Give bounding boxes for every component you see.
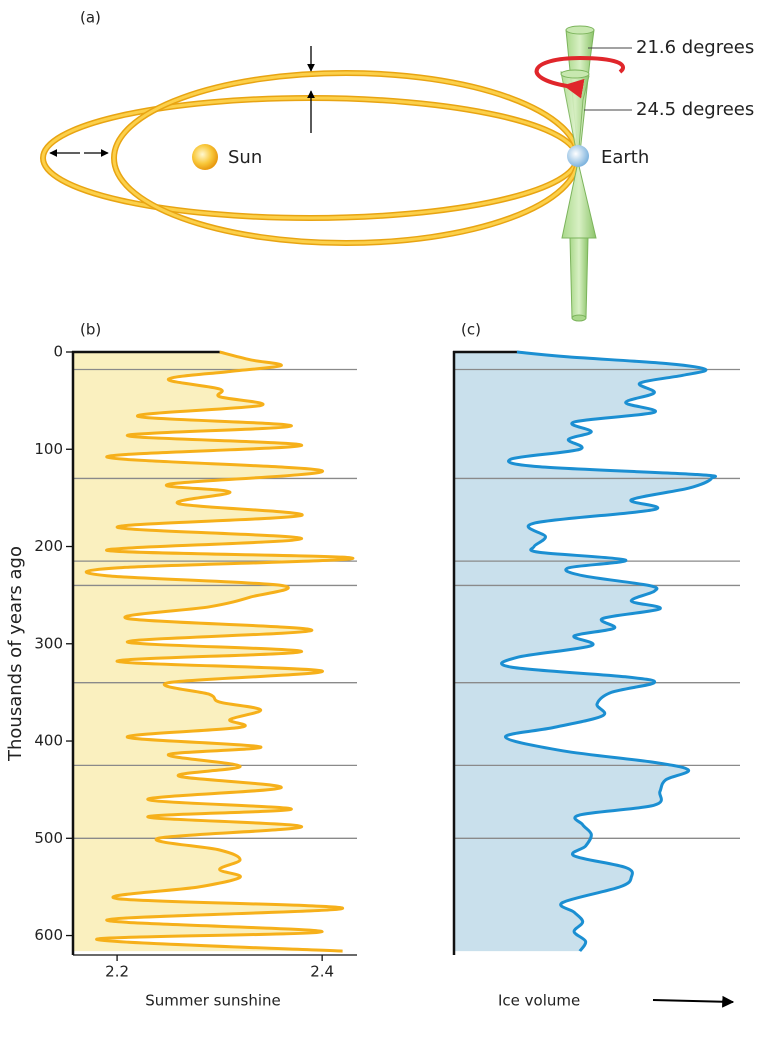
- x-tick-label: 2.2: [105, 963, 129, 981]
- y-tick-label: 600: [34, 926, 63, 944]
- x-axis-label: Summer sunshine: [145, 992, 280, 1010]
- area: [454, 352, 716, 952]
- tilt-label: 24.5 degrees: [636, 99, 754, 120]
- earth-label: Earth: [601, 147, 649, 168]
- ice-arrow: [652, 995, 735, 1008]
- sun: [192, 144, 218, 170]
- y-axis-label: Thousands of years ago: [5, 546, 26, 762]
- y-tick-label: 0: [53, 343, 63, 361]
- panel-label: (c): [461, 321, 481, 339]
- orbit-diagram: (a) Sun Earth 21.6 degrees 24.5 degrees: [40, 9, 754, 322]
- tilt-label: 21.6 degrees: [636, 37, 754, 58]
- panel-label: (b): [80, 321, 101, 339]
- y-tick-label: 100: [34, 440, 63, 458]
- line: [84, 350, 355, 953]
- area: [73, 352, 353, 952]
- y-tick-label: 300: [34, 634, 63, 652]
- x-axis-label: Ice volume: [498, 992, 580, 1010]
- earth: [567, 145, 589, 167]
- sun-label: Sun: [228, 147, 262, 168]
- y-tick-label: 200: [34, 537, 63, 555]
- y-tick-label: 500: [34, 829, 63, 847]
- x-tick-label: 2.4: [310, 963, 334, 981]
- precession-arrow: [534, 55, 625, 99]
- line: [500, 350, 717, 953]
- panel-label: (a): [80, 9, 101, 27]
- y-tick-label: 400: [34, 732, 63, 750]
- orbit: [41, 96, 579, 220]
